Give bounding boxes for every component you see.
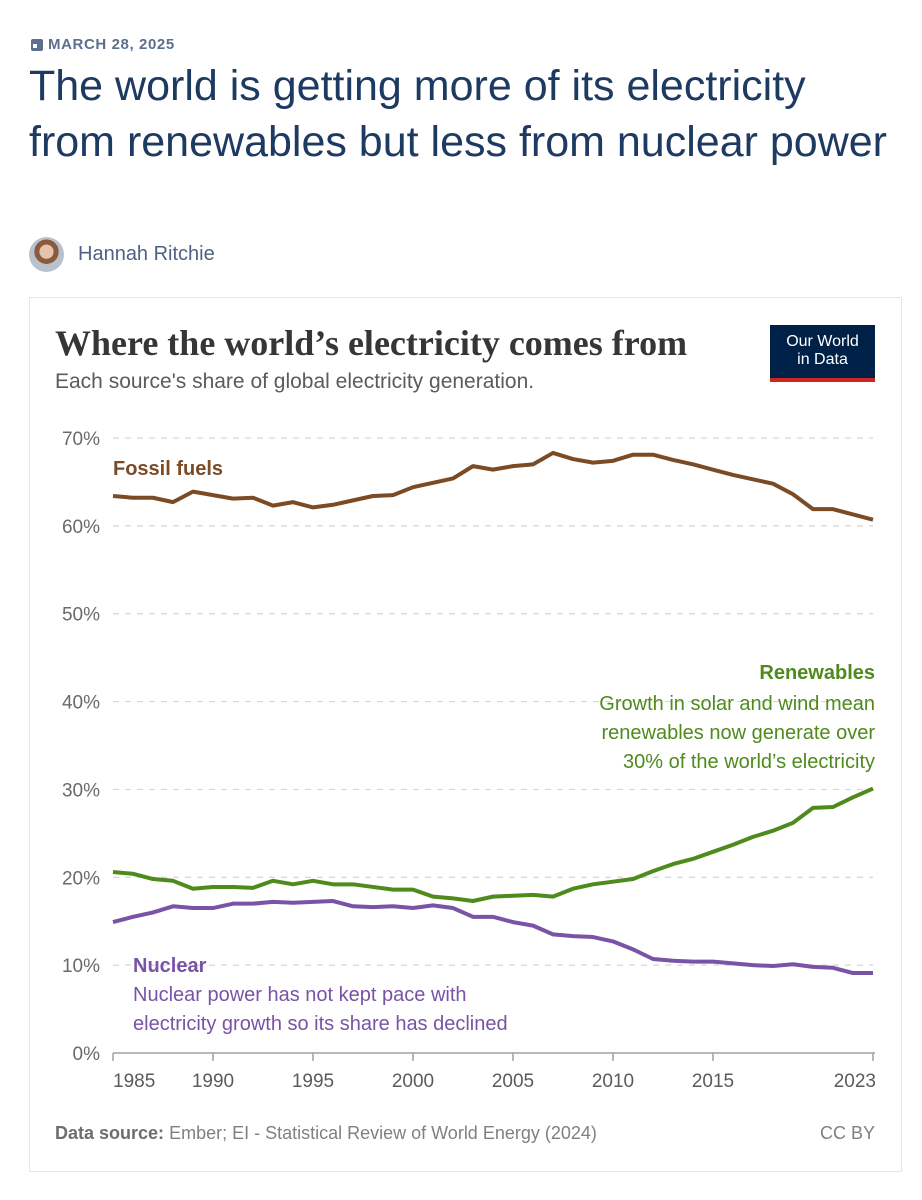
author-avatar[interactable] <box>29 237 64 272</box>
nuclear-annotation: electricity growth so its share has decl… <box>133 1013 508 1035</box>
x-tick-label: 1995 <box>292 1071 334 1092</box>
series-label-fossil-fuels: Fossil fuels <box>113 458 223 480</box>
renewables-annotation: Growth in solar and wind mean <box>599 693 875 715</box>
chart-card <box>29 297 902 1172</box>
y-tick-label: 0% <box>73 1044 101 1065</box>
logo-text: Our World in Data <box>786 333 859 368</box>
x-tick-label: 2000 <box>392 1071 434 1092</box>
data-source: Data source: Ember; EI - Statistical Rev… <box>55 1123 597 1144</box>
date-text: MARCH 28, 2025 <box>48 36 175 53</box>
series-label-nuclear: Nuclear <box>133 955 207 977</box>
series-line-renewables <box>112 786 874 904</box>
y-tick-label: 60% <box>62 517 100 538</box>
article-title: The world is getting more of its electri… <box>29 62 887 166</box>
renewables-annotation: renewables now generate over <box>601 722 875 744</box>
chart-subtitle: Each source's share of global electricit… <box>55 370 535 393</box>
author-name[interactable]: Hannah Ritchie <box>78 243 215 265</box>
y-tick-label: 20% <box>62 868 100 889</box>
x-tick-label: 1990 <box>192 1071 234 1092</box>
series-line-fossil-fuels <box>112 450 874 522</box>
y-tick-label: 50% <box>62 605 100 626</box>
x-tick-label: 2010 <box>592 1071 634 1092</box>
owid-logo[interactable]: Our World in Data <box>770 325 875 382</box>
nuclear-annotation: Nuclear power has not kept pace with <box>133 984 467 1006</box>
y-tick-label: 10% <box>62 956 100 977</box>
x-tick-label: 2023 <box>834 1071 876 1092</box>
x-tick-label: 1985 <box>113 1071 155 1092</box>
y-tick-label: 30% <box>62 780 100 801</box>
series-line-nuclear <box>112 899 873 976</box>
article-date: MARCH 28, 2025 <box>31 36 175 53</box>
calendar-icon <box>31 38 43 51</box>
x-tick-label: 2015 <box>692 1071 734 1092</box>
y-tick-label: 70% <box>62 429 100 450</box>
author-byline[interactable]: Hannah Ritchie <box>29 237 215 272</box>
data-source-label: Data source: <box>55 1123 165 1143</box>
data-source-text[interactable]: Ember; EI - Statistical Review of World … <box>169 1123 597 1143</box>
x-tick-label: 2005 <box>492 1071 534 1092</box>
renewables-annotation: 30% of the world’s electricity <box>623 751 875 773</box>
series-label-renewables: Renewables <box>759 662 875 684</box>
y-tick-label: 40% <box>62 693 100 714</box>
license[interactable]: CC BY <box>819 1123 875 1143</box>
chart-title: Where the world’s electricity comes from <box>55 323 688 363</box>
